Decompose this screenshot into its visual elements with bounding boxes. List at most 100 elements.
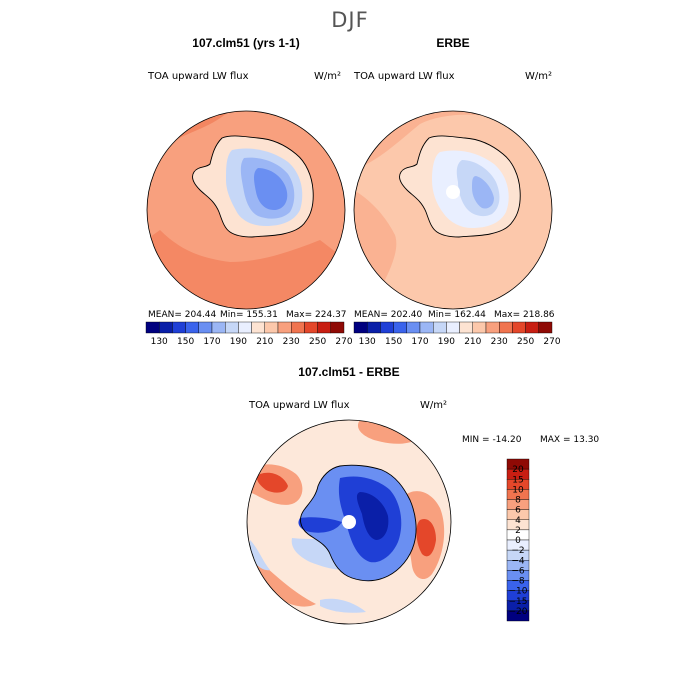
colorbar-swatch: [198, 321, 213, 334]
colorbar-tick-label: 190: [438, 337, 455, 347]
colorbar-swatch: [185, 321, 200, 334]
colorbar-swatch: [485, 321, 500, 334]
panel-model-ocean-patch: [147, 230, 345, 309]
colorbar-tick-label: 0: [515, 536, 521, 546]
panel-model-title: 107.clm51 (yrs 1-1): [192, 36, 299, 50]
panel-diff-strong-positive: [416, 518, 436, 557]
colorbar-tick-label: 250: [309, 337, 326, 347]
colorbar-tick-label: 230: [283, 337, 300, 347]
panel-diff-max: MAX = 13.30: [540, 435, 599, 445]
colorbar-tick-label: 270: [335, 337, 352, 347]
colorbar-swatch: [499, 321, 513, 334]
colorbar-swatch: [506, 610, 530, 622]
colorbar-tick-label: −2: [511, 546, 524, 556]
colorbar-tick-label: −20: [509, 607, 528, 617]
colorbar-tick-label: 190: [230, 337, 247, 347]
panel-obs-max: Max= 218.86: [494, 310, 555, 320]
panel-diff-missing-pole: [342, 515, 356, 529]
colorbar-tick-label: 15: [512, 475, 523, 485]
colorbar-swatch: [264, 321, 279, 334]
panel-model: 107.clm51 (yrs 1-1) TOA upward LW flux W…: [145, 36, 353, 347]
colorbar-swatch: [291, 321, 305, 334]
panel-obs-units: W/m²: [525, 71, 552, 82]
colorbar-tick-label: 170: [411, 337, 428, 347]
colorbar-tick-label: 210: [256, 337, 273, 347]
colorbar-tick-label: −4: [511, 556, 525, 566]
colorbar-swatch: [172, 321, 186, 334]
panel-diff-negative-region: [320, 598, 366, 613]
panel-obs-missing-pole: [446, 185, 460, 199]
colorbar-tick-label: 270: [543, 337, 560, 347]
colorbar-swatch: [158, 321, 173, 334]
panel-diff-strongest-negative: [356, 492, 389, 540]
colorbar-tick-label: 2: [515, 526, 521, 536]
colorbar-tick-label: 210: [464, 337, 481, 347]
figure-title: DJF: [331, 8, 368, 32]
colorbar-tick-label: −6: [511, 566, 525, 576]
colorbar-swatch: [330, 321, 345, 334]
panel-diff-field-label: TOA upward LW flux: [248, 400, 350, 411]
panel-diff-units: W/m²: [420, 400, 447, 411]
colorbar-tick-label: −8: [511, 577, 525, 587]
colorbar-tick-label: 150: [385, 337, 402, 347]
colorbar-swatch: [145, 321, 160, 334]
panel-diff-title: 107.clm51 - ERBE: [298, 365, 399, 379]
panel-model-globe-outline: [146, 110, 346, 310]
panel-obs-ocean-patch: [354, 111, 552, 170]
colorbar-model: 130 150 170 190 210 230 250 270: [145, 321, 353, 347]
panel-diff-negative-region: [248, 540, 270, 571]
colorbar-swatch: [353, 321, 368, 334]
panel-obs-mean: MEAN= 202.40: [354, 310, 423, 320]
colorbar-swatch: [238, 321, 252, 334]
panel-diff-strong-positive: [257, 472, 288, 493]
panel-model-units: W/m²: [314, 71, 341, 82]
colorbar-tick-label: −15: [509, 597, 528, 607]
colorbar-swatch: [224, 321, 239, 334]
colorbar-swatch: [367, 321, 381, 334]
colorbar-tick-label: 130: [151, 337, 168, 347]
colorbar-tick-label: 10: [512, 485, 524, 495]
panel-diff-positive-region: [254, 560, 316, 607]
colorbar-swatch: [251, 321, 266, 334]
colorbar-swatch: [459, 321, 474, 334]
colorbar-tick-label: 8: [515, 496, 521, 506]
panel-model-max: Max= 224.37: [286, 310, 347, 320]
colorbar-tick-label: 4: [515, 516, 521, 526]
colorbar-tick-label: 20: [512, 465, 524, 475]
colorbar-swatch: [472, 321, 487, 334]
colorbar-swatch: [277, 321, 292, 334]
colorbar-swatch: [433, 321, 447, 334]
colorbar-swatch: [317, 321, 332, 334]
panel-model-field-label: TOA upward LW flux: [147, 71, 249, 82]
colorbar-tick-label: 150: [177, 337, 194, 347]
colorbar-tick-label: 6: [515, 506, 521, 516]
colorbar-swatch: [512, 321, 526, 334]
colorbar-tick-label: 170: [203, 337, 220, 347]
panel-diff-globe-outline: [246, 419, 452, 625]
panel-obs-globe-outline: [353, 110, 553, 310]
colorbar-swatch: [538, 321, 553, 334]
panel-diff-strong-negative: [298, 517, 342, 533]
colorbar-swatch: [525, 321, 539, 334]
panel-diff: 107.clm51 - ERBE TOA upward LW flux W/m²…: [246, 365, 599, 625]
panel-diff-positive-region: [357, 420, 416, 444]
colorbar-obs: 130 150 170 190 210 230 250 270: [353, 321, 561, 347]
colorbar-swatch: [211, 321, 226, 334]
panel-model-contour: [254, 168, 288, 210]
panel-obs-min: Min= 162.44: [428, 310, 486, 320]
colorbar-swatch: [419, 321, 434, 334]
colorbar-tick-label: 230: [491, 337, 508, 347]
colorbar-swatch: [406, 321, 421, 334]
colorbar-swatch: [393, 321, 408, 334]
colorbar-tick-label: 250: [517, 337, 534, 347]
colorbar-swatch: [304, 321, 318, 334]
colorbar-swatch: [446, 321, 460, 334]
panel-diff-min: MIN = -14.20: [462, 435, 522, 445]
colorbar-tick-label: 130: [359, 337, 376, 347]
panel-model-mean: MEAN= 204.44: [148, 310, 217, 320]
colorbar-tick-label: −10: [509, 587, 528, 597]
panel-model-min: Min= 155.31: [220, 310, 278, 320]
panel-obs-field-label: TOA upward LW flux: [353, 71, 455, 82]
